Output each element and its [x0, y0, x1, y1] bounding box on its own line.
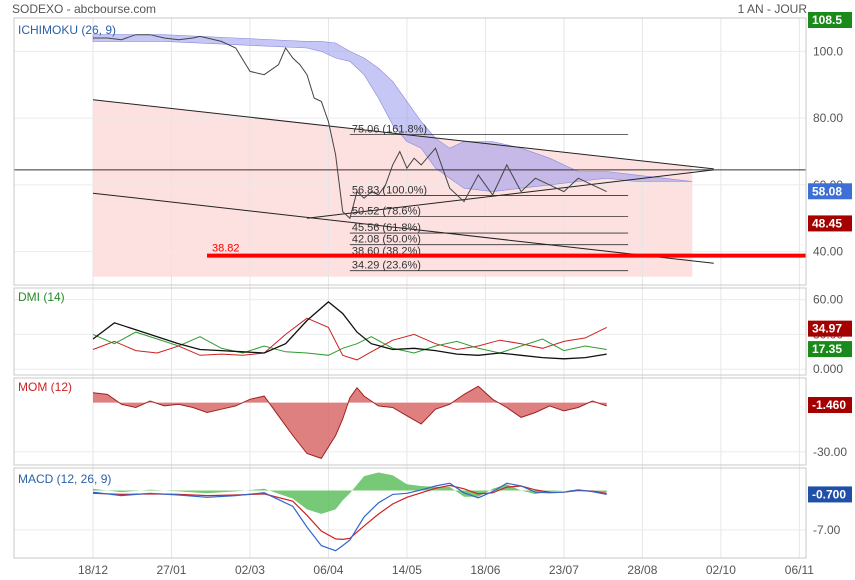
x-tick-label: 02/10 — [706, 563, 736, 577]
last-price-badge: 58.08 — [812, 184, 842, 198]
macd-signal-line — [92, 484, 607, 541]
y-tick-label: 40.00 — [813, 245, 843, 259]
fibonacci-label: 56.83 (100.0%) — [352, 184, 427, 196]
dmi-minus-badge-bg — [808, 320, 852, 337]
panel-frame — [13, 377, 807, 466]
dmi-plus-badge: 17.35 — [812, 342, 842, 356]
momentum-badge: -1.460 — [812, 398, 846, 412]
dmi-plus-line — [92, 331, 607, 356]
y-tick-label: 80.00 — [813, 111, 843, 125]
y-tick-label: 100.0 — [813, 44, 843, 58]
x-tick-label: 18/12 — [78, 563, 108, 577]
last-price-badge-bg — [808, 183, 852, 200]
channel-lower-line — [92, 192, 714, 264]
channel-upper-line — [92, 99, 714, 170]
x-tick-label: 27/01 — [156, 563, 186, 577]
x-tick-label: 06/04 — [313, 563, 343, 577]
macd-badge-bg — [808, 486, 852, 503]
macd-histogram — [93, 472, 607, 514]
x-tick-label: 14/05 — [392, 563, 422, 577]
macd-line — [92, 482, 607, 552]
macd-panel-title: MACD (12, 26, 9) — [18, 472, 111, 486]
momentum-area — [93, 386, 607, 459]
top-price-badge-bg — [808, 12, 852, 28]
x-tick-label: 23/07 — [549, 563, 579, 577]
secondary-price-badge: 48.45 — [812, 216, 842, 230]
adx-line — [92, 301, 607, 360]
fibonacci-label: 34.29 (23.6%) — [352, 260, 421, 272]
top-price-badge: 108.5 — [812, 13, 842, 27]
y-tick-label: -7.00 — [813, 523, 841, 537]
fibonacci-label: 45.56 (61.8%) — [352, 222, 421, 234]
dmi-plus-badge-bg — [808, 341, 852, 358]
fibonacci-label: 38.60 (38.2%) — [352, 245, 421, 257]
mom-panel-title: MOM (12) — [18, 380, 72, 394]
support-label: 38.82 — [212, 243, 240, 255]
macd-badge: -0.700 — [812, 487, 846, 501]
secondary-price-badge-bg — [808, 215, 852, 232]
y-tick-label: 60.00 — [813, 293, 843, 307]
ichimoku-panel-title: ICHIMOKU (26, 9) — [18, 23, 116, 37]
panel-frame — [13, 467, 807, 559]
panel-frame — [13, 287, 807, 376]
momentum-line — [92, 385, 607, 460]
chart-title: SODEXO - abcbourse.com — [12, 2, 157, 16]
x-tick-label: 02/03 — [235, 563, 265, 577]
trend-channel-area — [93, 99, 693, 277]
x-tick-label: 06/11 — [785, 563, 814, 577]
dmi-panel-title: DMI (14) — [18, 290, 65, 304]
period-selector[interactable]: 1 AN - JOUR — [737, 2, 807, 16]
dmi-minus-line — [92, 317, 607, 361]
price-line — [93, 34, 607, 220]
fibonacci-label: 50.52 (78.6%) — [352, 206, 421, 218]
momentum-badge-bg — [808, 397, 852, 414]
fibonacci-label: 42.08 (50.0%) — [352, 234, 421, 246]
y-tick-label: -30.00 — [813, 445, 847, 459]
panel-frame — [13, 17, 807, 286]
ichimoku-cloud — [92, 34, 693, 192]
dmi-minus-badge: 34.97 — [812, 322, 842, 336]
rising-trend-line — [306, 169, 714, 219]
y-tick-label: 0.000 — [813, 362, 843, 376]
x-tick-label: 28/08 — [627, 563, 657, 577]
x-tick-label: 18/06 — [470, 563, 500, 577]
fibonacci-label: 75.06 (161.8%) — [352, 124, 427, 136]
